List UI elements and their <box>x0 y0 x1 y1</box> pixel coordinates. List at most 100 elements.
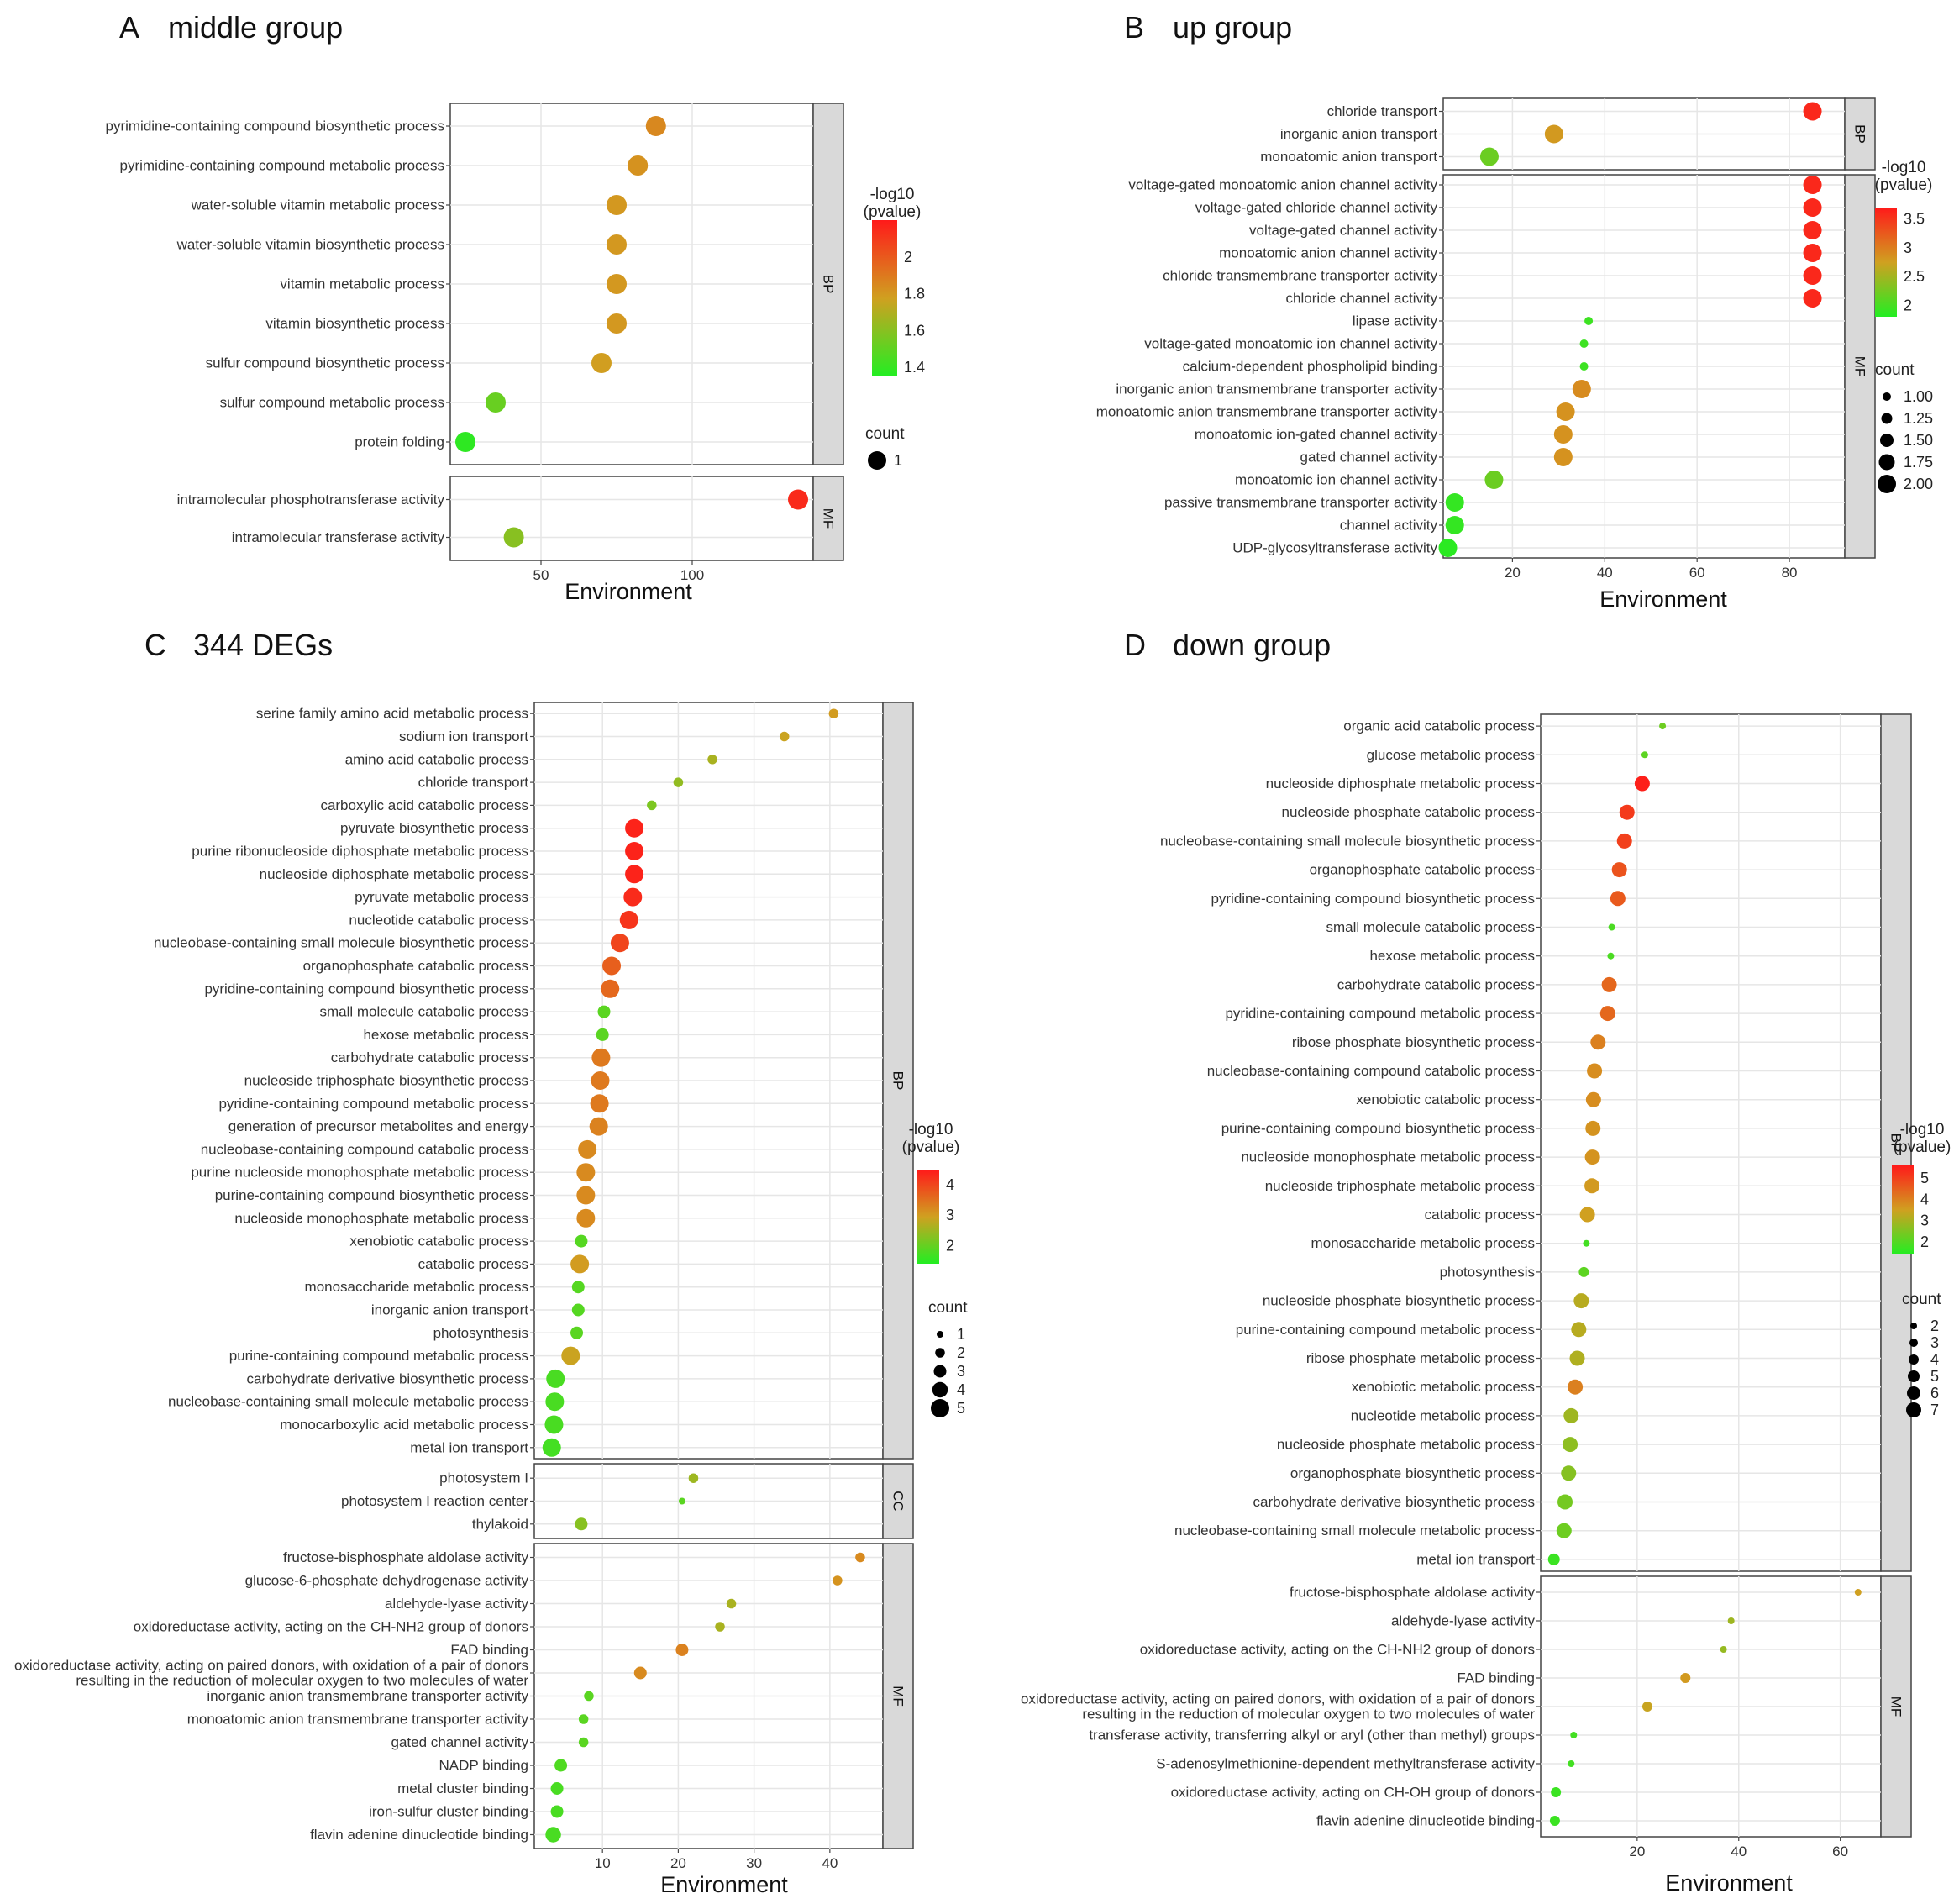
facet-strip-label: BP <box>890 1071 906 1091</box>
term-label: metal ion transport <box>410 1439 528 1455</box>
data-point <box>1557 1494 1573 1510</box>
term-label: chloride transport <box>1327 103 1438 119</box>
x-tick-label: 50 <box>533 567 549 583</box>
facet-strip-label: BP <box>821 275 837 294</box>
data-point <box>1727 1617 1735 1624</box>
term-label: lipase activity <box>1353 313 1438 329</box>
term-label: oxidoreductase activity, acting on paire… <box>1021 1691 1535 1722</box>
data-point <box>707 755 717 765</box>
term-label: calcium-dependent phospholipid binding <box>1183 359 1437 375</box>
data-point <box>645 116 666 136</box>
term-label: monosaccharide metabolic process <box>1311 1235 1535 1251</box>
data-point <box>571 1303 585 1317</box>
data-point <box>1568 1379 1584 1395</box>
data-point <box>1599 1006 1615 1022</box>
data-point <box>619 910 638 929</box>
panel-title: 344 DEGs <box>193 628 333 662</box>
data-point <box>1803 289 1822 308</box>
term-label: metal cluster binding <box>397 1780 528 1796</box>
term-label: organic acid catabolic process <box>1343 718 1535 734</box>
term-label: FAD binding <box>450 1642 528 1658</box>
x-axis-label: Environment <box>660 1872 788 1897</box>
data-point <box>1568 1760 1575 1767</box>
x-tick-label: 100 <box>680 567 704 583</box>
data-point <box>1803 102 1822 121</box>
data-point <box>1556 1523 1572 1538</box>
x-tick-label: 10 <box>595 1855 611 1871</box>
term-label: water-soluble vitamin biosynthetic proce… <box>176 237 444 253</box>
data-point <box>576 1186 596 1205</box>
data-point <box>625 842 644 860</box>
facet-strip <box>1844 174 1876 559</box>
term-label: ribose phosphate biosynthetic process <box>1292 1034 1535 1050</box>
size-legend-label: 1.50 <box>1904 432 1933 449</box>
data-point <box>576 1208 596 1228</box>
term-label: photosystem I reaction center <box>341 1493 528 1509</box>
size-legend-dot <box>931 1399 949 1417</box>
term-label: chloride transmembrane transporter activ… <box>1163 268 1437 284</box>
data-point <box>1641 751 1648 759</box>
data-point <box>1585 1120 1601 1136</box>
size-legend-dot <box>933 1365 947 1378</box>
term-label: monosaccharide metabolic process <box>305 1279 528 1295</box>
term-label: xenobiotic catabolic process <box>1356 1091 1535 1107</box>
data-point <box>1544 124 1563 144</box>
data-point <box>675 1644 689 1656</box>
term-label: nucleoside phosphate biosynthetic proces… <box>1263 1293 1535 1309</box>
data-point <box>590 1094 609 1113</box>
size-legend-label: 1.25 <box>1904 410 1933 427</box>
term-label: nucleotide metabolic process <box>1351 1407 1535 1423</box>
data-point <box>1584 1149 1600 1165</box>
term-label: pyrimidine-containing compound biosynthe… <box>106 118 445 134</box>
size-legend-dot <box>868 451 886 470</box>
size-legend-label: 1 <box>894 452 902 469</box>
plot-area <box>449 476 814 561</box>
term-label: xenobiotic metabolic process <box>1352 1379 1535 1395</box>
facet-strip <box>812 103 844 465</box>
data-point <box>561 1346 580 1365</box>
data-point <box>1803 244 1822 262</box>
term-label: purine-containing compound metabolic pro… <box>229 1348 528 1364</box>
size-legend-dot <box>1878 454 1895 471</box>
size-legend-dot <box>1907 1386 1920 1400</box>
size-legend-dot <box>1883 392 1891 401</box>
facet-strip-label: BP <box>1852 124 1868 144</box>
facet-bp: BP chloride transport inorganic anion tran… <box>1260 97 1876 171</box>
x-axis-label: Environment <box>1665 1870 1793 1896</box>
term-label: nucleoside monophosphate metabolic proce… <box>234 1210 528 1226</box>
term-label: generation of precursor metabolites and … <box>228 1118 529 1134</box>
term-label: nucleobase-containing small molecule bio… <box>154 935 528 951</box>
term-label: nucleoside phosphate catabolic process <box>1282 804 1535 820</box>
size-legend-dot <box>937 1331 943 1338</box>
data-point <box>602 956 622 976</box>
color-bar-tick-label: 4 <box>1920 1191 1929 1207</box>
facet-cc: CC photosystem I photosystem I reaction ce… <box>341 1463 914 1539</box>
term-label: pyridine-containing compound biosyntheti… <box>1211 891 1535 907</box>
size-legend-dot <box>1910 1323 1917 1329</box>
term-label: iron-sulfur cluster binding <box>369 1804 528 1820</box>
facet-strip-label: MF <box>890 1686 906 1707</box>
data-point <box>1551 1787 1562 1797</box>
term-label: nucleobase-containing small molecule met… <box>168 1394 528 1410</box>
data-point <box>610 934 629 953</box>
facet-mf: MF intramolecular phosphotransferase acti… <box>177 476 844 561</box>
size-legend-dot <box>935 1348 945 1358</box>
data-point <box>633 1666 647 1680</box>
color-bar-tick-label: 2.5 <box>1904 268 1925 285</box>
facet-mf: MF fructose-bisphosphate aldolase activit… <box>1021 1575 1912 1838</box>
term-label: aldehyde-lyase activity <box>1391 1613 1536 1629</box>
data-point <box>1572 380 1591 398</box>
data-point <box>1641 1702 1652 1712</box>
size-legend-dot <box>1908 1370 1920 1382</box>
term-label: monoatomic anion transport <box>1260 149 1437 165</box>
data-point <box>855 1552 865 1563</box>
term-label: monocarboxylic acid metabolic process <box>280 1417 528 1433</box>
term-label: protein folding <box>355 434 444 450</box>
term-label: pyruvate metabolic process <box>355 889 528 905</box>
data-point <box>591 1048 611 1067</box>
panel-letter: C <box>144 628 166 662</box>
term-label: gated channel activity <box>1300 450 1438 465</box>
term-label: monoatomic anion transmembrane transport… <box>1096 404 1438 420</box>
term-label: xenobiotic catabolic process <box>349 1233 528 1249</box>
